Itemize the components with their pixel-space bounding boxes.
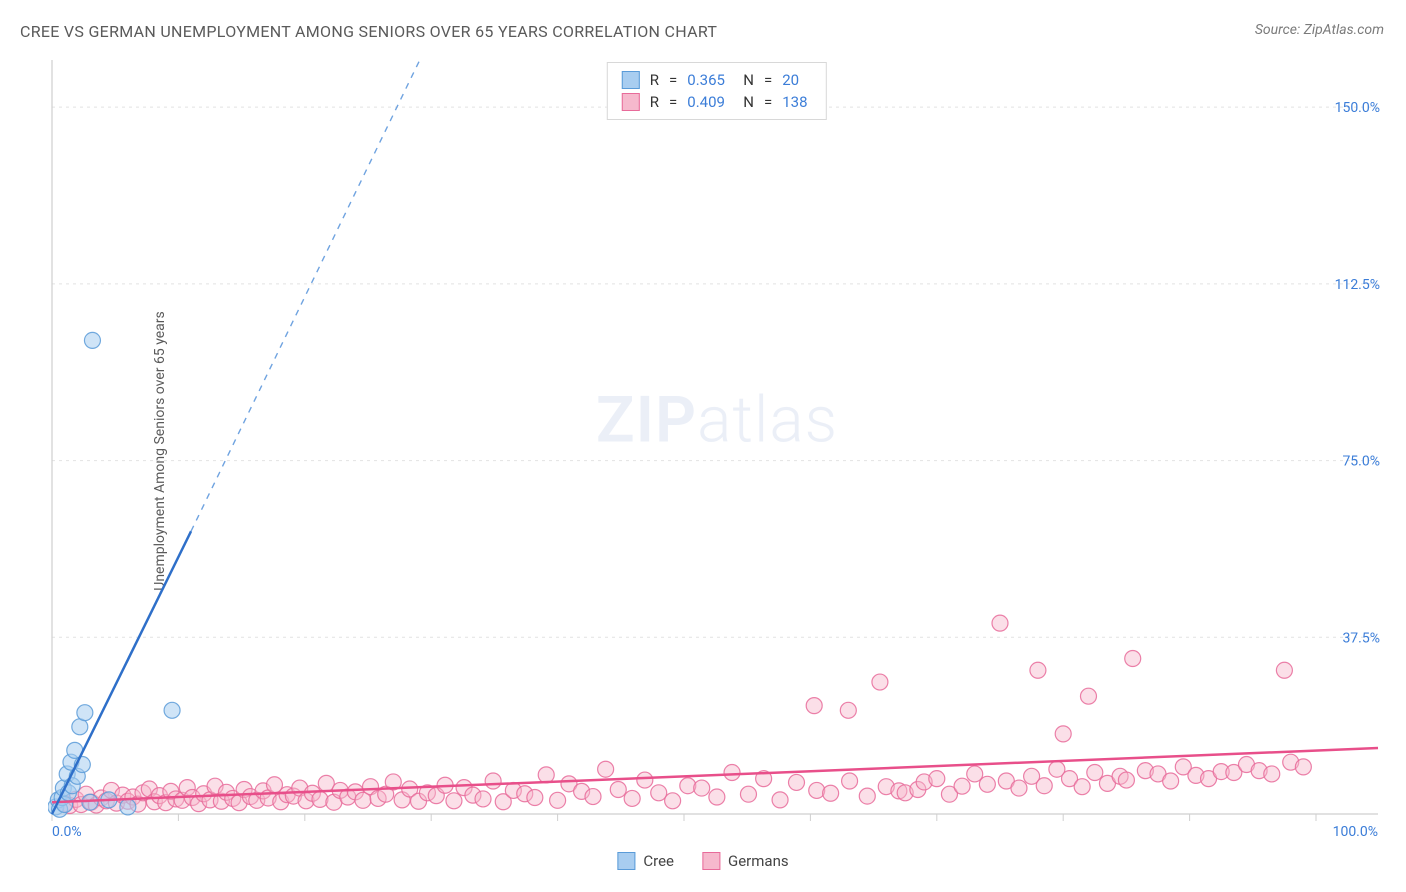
svg-text:37.5%: 37.5% xyxy=(1342,630,1380,646)
eq-sign: = xyxy=(669,93,677,111)
legend-item-cree: Cree xyxy=(617,852,674,870)
swatch-cree xyxy=(622,71,640,89)
svg-text:100.0%: 100.0% xyxy=(1333,824,1378,840)
swatch-germans xyxy=(622,93,640,111)
legend-label-cree: Cree xyxy=(643,852,674,870)
legend-label-germans: Germans xyxy=(728,852,789,870)
n-label: N xyxy=(743,71,754,89)
r-label: R xyxy=(650,71,659,89)
svg-text:112.5%: 112.5% xyxy=(1335,277,1380,293)
n-label: N xyxy=(743,93,754,111)
r-value-cree: 0.365 xyxy=(687,71,733,89)
svg-text:75.0%: 75.0% xyxy=(1342,454,1380,470)
source-attribution: Source: ZipAtlas.com xyxy=(1255,22,1384,38)
swatch-cree xyxy=(617,852,635,870)
svg-text:150.0%: 150.0% xyxy=(1335,100,1380,116)
legend-stats-box: R = 0.365 N = 20 R = 0.409 N = 138 xyxy=(607,62,827,120)
n-value-cree: 20 xyxy=(782,71,812,89)
legend-item-germans: Germans xyxy=(702,852,789,870)
eq-sign: = xyxy=(764,93,772,111)
eq-sign: = xyxy=(764,71,772,89)
legend-stats-row-cree: R = 0.365 N = 20 xyxy=(622,69,812,91)
bottom-legend: Cree Germans xyxy=(617,852,788,870)
scatter-chart: 37.5% 75.0% 112.5% 150.0% 0.0% 100.0% xyxy=(48,58,1386,844)
r-label: R xyxy=(650,93,659,111)
swatch-germans xyxy=(702,852,720,870)
chart-title: CREE VS GERMAN UNEMPLOYMENT AMONG SENIOR… xyxy=(20,22,717,41)
r-value-germans: 0.409 xyxy=(687,93,733,111)
eq-sign: = xyxy=(669,71,677,89)
chart-container: Unemployment Among Seniors over 65 years… xyxy=(48,58,1386,844)
legend-stats-row-germans: R = 0.409 N = 138 xyxy=(622,91,812,113)
n-value-germans: 138 xyxy=(782,93,812,111)
svg-text:0.0%: 0.0% xyxy=(52,824,82,840)
